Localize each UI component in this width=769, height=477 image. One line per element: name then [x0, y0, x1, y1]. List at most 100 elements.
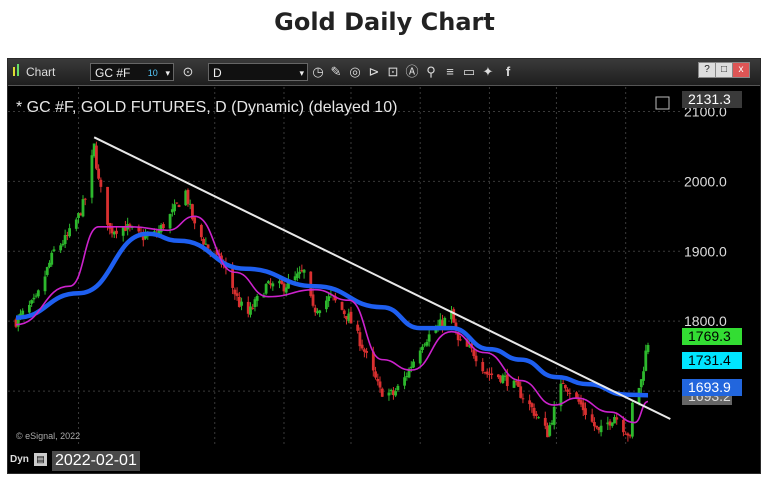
symbol-input[interactable]: GC #F 10 ▾: [90, 63, 174, 81]
candle-body: [311, 294, 315, 306]
chevron-down-icon[interactable]: ▾: [165, 68, 170, 78]
candle-body: [191, 204, 194, 220]
candle-body: [387, 392, 391, 396]
candle-body: [459, 339, 462, 341]
candle-body: [340, 301, 344, 310]
candle-body: [568, 392, 572, 394]
chart-footer: Dyn ▤ 2022-02-01: [8, 447, 760, 473]
pencil-icon[interactable]: ✎: [330, 64, 342, 79]
fast-moving-average-line: [15, 215, 649, 424]
candle-body: [622, 419, 625, 433]
candle-body: [94, 145, 98, 169]
candle-body: [490, 373, 494, 376]
candle-body: [287, 279, 290, 289]
candle-body: [173, 204, 176, 212]
candle-body: [333, 296, 337, 301]
candle-body: [380, 388, 384, 397]
price-box-max: 2131.3: [682, 91, 742, 108]
alert-icon[interactable]: Ⓐ: [405, 64, 419, 79]
candle-body: [577, 397, 581, 402]
chat-icon[interactable]: ▭: [462, 64, 476, 79]
candle-body: [249, 306, 252, 315]
candle-body: [438, 319, 442, 327]
study-icon[interactable]: ◎: [349, 64, 361, 79]
play-icon[interactable]: ⊳: [368, 64, 380, 79]
candle-body: [521, 398, 525, 400]
candle-body: [61, 243, 65, 246]
twitter-icon[interactable]: ✦: [482, 64, 494, 79]
candle-body: [137, 226, 141, 232]
list-icon[interactable]: ≡: [446, 64, 454, 79]
candle-body: [271, 283, 275, 287]
candle-body: [405, 376, 409, 378]
candle-body: [79, 213, 83, 216]
candle-body: [389, 389, 393, 392]
candle-body: [63, 235, 67, 245]
candle-body: [327, 296, 331, 302]
candle-body: [584, 408, 587, 415]
candle-body: [81, 199, 85, 217]
candle-body: [325, 300, 328, 310]
candle-body: [68, 228, 71, 237]
candle-body: [519, 386, 523, 398]
candle-body: [441, 320, 444, 328]
candle-body: [418, 350, 422, 364]
facebook-icon[interactable]: f: [505, 64, 511, 79]
candle-body: [610, 422, 614, 426]
candle-body: [92, 143, 96, 157]
link-cycle-icon[interactable]: ⊙: [182, 64, 194, 79]
candle-body: [412, 361, 415, 368]
candle-body: [202, 238, 205, 245]
candle-body: [613, 417, 616, 424]
candle-body: [237, 296, 241, 307]
interval-input[interactable]: D ▾: [208, 63, 308, 81]
candle-body: [264, 284, 268, 294]
chart-window[interactable]: Chart GC #F 10 ▾ ⊙ D ▾ ◷ ✎ ◎ ⊳ ⊡ Ⓐ ⚲ ≡ ▭…: [7, 58, 761, 474]
candle-body: [19, 313, 22, 317]
watermark: © eSignal, 2022: [16, 431, 81, 441]
candle-body: [646, 345, 650, 353]
candle-body: [630, 402, 634, 437]
text-tool-icon[interactable]: ⊡: [387, 64, 399, 79]
candle-body: [233, 289, 237, 295]
close-button[interactable]: x: [732, 62, 750, 78]
candle-body: [512, 380, 516, 388]
candle-body: [282, 283, 286, 292]
candle-body: [278, 281, 281, 284]
candle-body: [360, 344, 364, 349]
candle-body: [452, 309, 456, 323]
candle-body: [128, 224, 132, 227]
candle-body: [83, 198, 87, 200]
candle-body: [644, 350, 648, 371]
save-icon[interactable]: ▤: [34, 453, 47, 466]
candle-body: [14, 319, 18, 327]
candle-body: [206, 244, 210, 249]
candle-body: [59, 245, 63, 251]
candle-body: [235, 293, 239, 296]
clock-icon[interactable]: ◷: [312, 64, 324, 79]
candle-body: [423, 344, 427, 346]
candle-body: [579, 400, 583, 405]
candle-body: [284, 287, 288, 293]
candle-body: [112, 231, 116, 235]
candle-body: [456, 332, 460, 341]
candle-body: [280, 280, 284, 284]
chevron-down-icon[interactable]: ▾: [299, 68, 304, 78]
y-tick-label: 2000.0: [684, 173, 727, 189]
candle-body: [342, 310, 346, 315]
candle-body: [302, 269, 306, 273]
candles: [14, 141, 650, 442]
candle-body: [45, 267, 49, 275]
candle-body: [110, 226, 114, 234]
link-icon[interactable]: ⚲: [426, 64, 436, 79]
candle-body: [615, 417, 619, 420]
candle-body: [52, 249, 56, 252]
restore-pane-icon[interactable]: [655, 96, 670, 110]
candle-body: [269, 283, 272, 285]
candle-body: [425, 342, 429, 346]
candle-body: [240, 301, 243, 306]
candle-body: [559, 383, 563, 407]
candle-body: [106, 186, 109, 225]
candle-body: [74, 219, 78, 229]
